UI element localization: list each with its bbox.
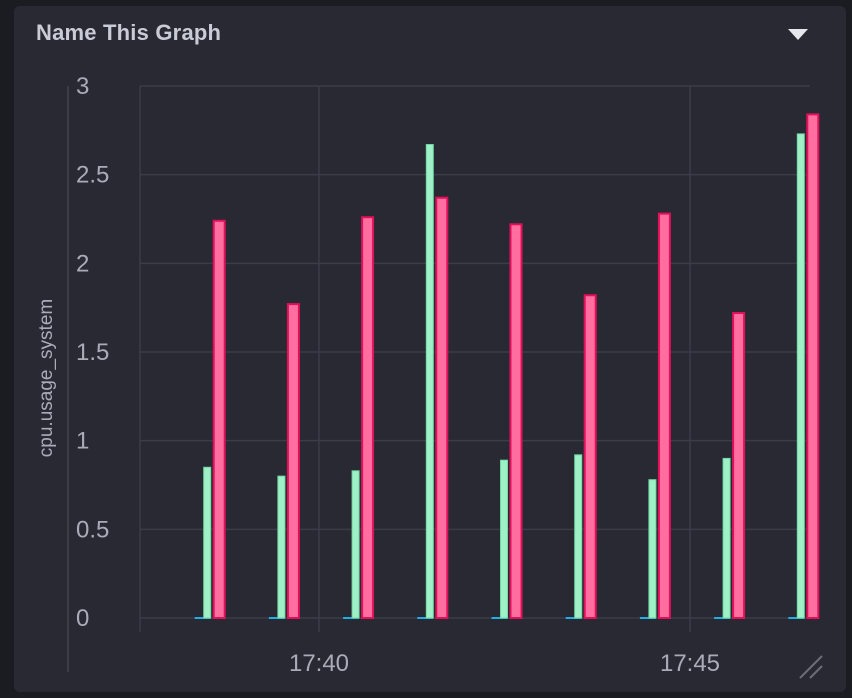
bar-series-2 [796, 133, 805, 619]
caret-down-icon[interactable] [786, 26, 810, 42]
bar-series-2 [722, 457, 731, 619]
bar-series-1 [491, 617, 508, 619]
bar-series-1 [714, 617, 731, 619]
bar-series-3 [583, 294, 597, 619]
bar-series-2 [574, 454, 583, 619]
y-tick-label: 3 [76, 73, 89, 100]
bar-series-1 [417, 617, 434, 619]
x-tick-label: 17:45 [660, 650, 720, 677]
bar-series-3 [212, 219, 226, 619]
bar-series-3 [732, 311, 746, 619]
bar-series-2 [648, 479, 657, 619]
bar-series-3 [435, 196, 449, 619]
y-axis-title: cpu.usage_system [36, 299, 57, 457]
bar-series-3 [509, 223, 523, 619]
y-tick-label: 2 [76, 250, 89, 277]
bar-series-2 [277, 475, 286, 619]
panel-title: Name This Graph [36, 20, 222, 45]
bar-series-3 [657, 212, 671, 619]
bar-series-2 [351, 470, 360, 619]
y-tick-label: 1 [76, 428, 89, 455]
bar-series-1 [788, 617, 805, 619]
bar-series-1 [268, 617, 285, 619]
bar-series-1 [565, 617, 582, 619]
y-tick-label: 1.5 [76, 339, 109, 366]
y-tick-label: 0.5 [76, 516, 109, 543]
bar-series-3 [806, 113, 820, 620]
bar-series-2 [500, 459, 508, 619]
x-tick-label: 17:40 [289, 650, 349, 677]
y-tick-label: 2.5 [76, 162, 109, 189]
bar-series-3 [286, 303, 300, 619]
y-tick-label: 0 [76, 605, 89, 632]
resize-handle-icon[interactable] [794, 650, 824, 680]
bar-series-1 [639, 617, 656, 619]
bar-series-1 [343, 617, 360, 619]
bar-series-1 [194, 617, 211, 619]
bar-series-2 [203, 466, 212, 619]
bar-series-3 [361, 216, 375, 620]
bar-series-2 [425, 144, 434, 619]
